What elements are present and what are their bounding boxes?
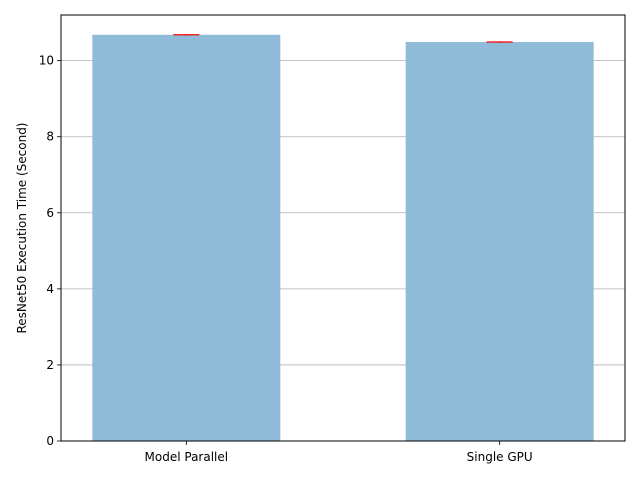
y-tick-label: 10 <box>39 54 54 68</box>
y-tick-label: 0 <box>46 434 54 448</box>
x-tick-label: Model Parallel <box>145 450 229 464</box>
bar-model-parallel <box>92 34 281 442</box>
y-tick-label: 4 <box>46 282 54 296</box>
error-bars <box>173 34 513 43</box>
x-tick-label: Single GPU <box>467 450 533 464</box>
bar-single-gpu <box>405 42 594 441</box>
y-tick-label: 8 <box>46 130 54 144</box>
bars <box>92 34 594 442</box>
y-axis-label: ResNet50 Execution Time (Second) <box>15 123 29 334</box>
y-axis-ticks: 0 2 4 6 8 10 <box>39 54 61 448</box>
x-axis-ticks: Model Parallel Single GPU <box>145 441 533 464</box>
y-tick-label: 6 <box>46 206 54 220</box>
plot-frame <box>60 14 626 442</box>
y-tick-label: 2 <box>46 358 54 372</box>
